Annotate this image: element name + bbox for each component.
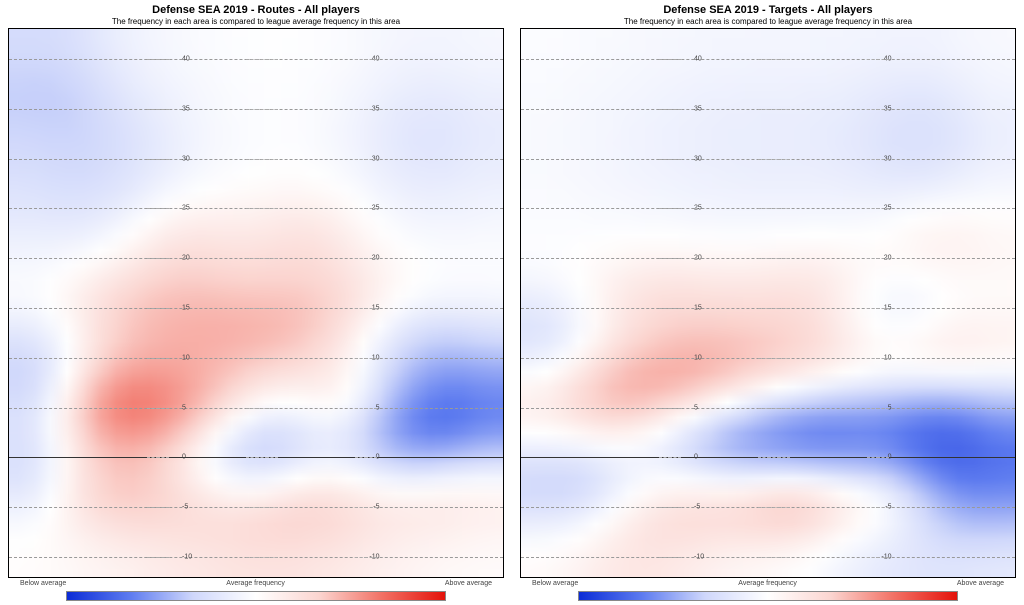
legend-row — [520, 591, 1016, 601]
legend-label-above: Above average — [445, 580, 492, 587]
panel-title: Defense SEA 2019 - Routes - All players — [8, 4, 504, 16]
legend-label-above: Above average — [957, 580, 1004, 587]
chart-container: Defense SEA 2019 - Routes - All players … — [0, 0, 1024, 605]
legend-label-below: Below average — [20, 580, 66, 587]
panel-subtitle: The frequency in each area is compared t… — [520, 17, 1016, 26]
panel-routes: Defense SEA 2019 - Routes - All players … — [8, 4, 504, 601]
panel-subtitle: The frequency in each area is compared t… — [8, 17, 504, 26]
legend-axis-labels: Below average Average frequency Above av… — [520, 578, 1016, 589]
plot-area-targets: -10-10-5-5005510101515202025253030353540… — [520, 28, 1016, 578]
title-block: Defense SEA 2019 - Routes - All players … — [8, 4, 504, 26]
legend-axis-labels: Below average Average frequency Above av… — [8, 578, 504, 589]
panel-targets: Defense SEA 2019 - Targets - All players… — [520, 4, 1016, 601]
title-block: Defense SEA 2019 - Targets - All players… — [520, 4, 1016, 26]
heatmap-canvas — [521, 29, 1015, 577]
legend-label-below: Below average — [532, 580, 578, 587]
legend-label-avg: Average frequency — [226, 580, 285, 587]
plot-area-routes: -10-10-5-5005510101515202025253030353540… — [8, 28, 504, 578]
legend-row — [8, 591, 504, 601]
legend-label-avg: Average frequency — [738, 580, 797, 587]
legend-colorbar — [66, 591, 446, 601]
heatmap-canvas — [9, 29, 503, 577]
legend-colorbar — [578, 591, 958, 601]
panel-title: Defense SEA 2019 - Targets - All players — [520, 4, 1016, 16]
